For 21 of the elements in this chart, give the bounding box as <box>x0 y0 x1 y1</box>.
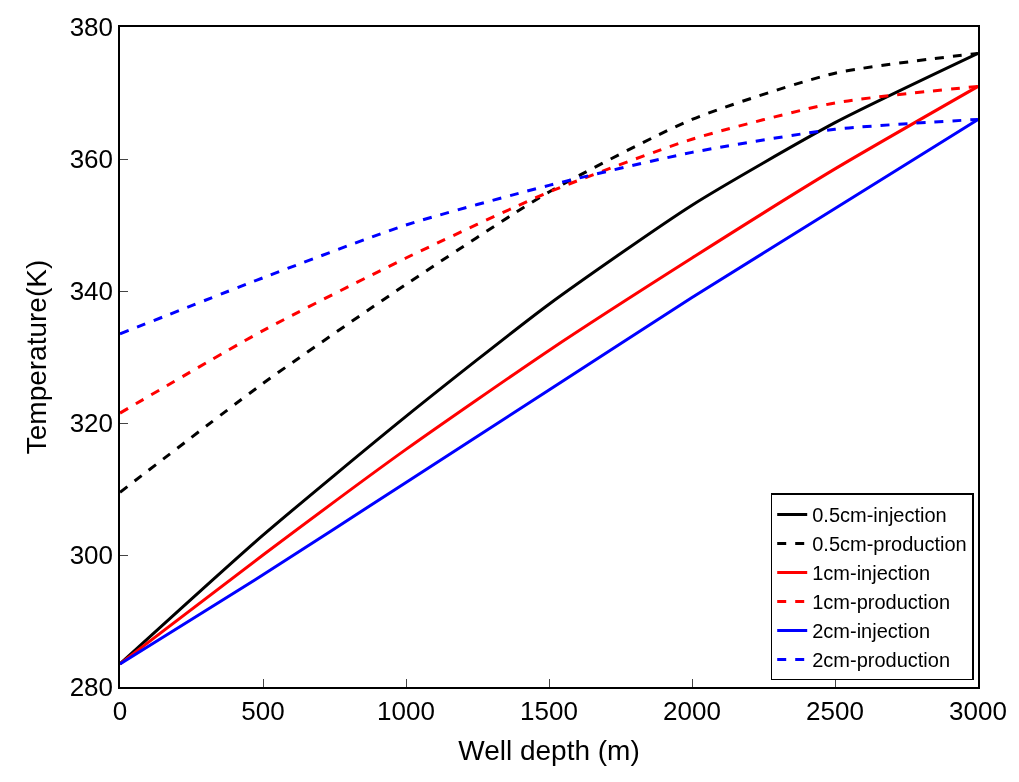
y-tick-label: 340 <box>69 276 114 307</box>
y-tick-label: 380 <box>69 12 114 43</box>
x-tick-label: 1000 <box>377 695 435 726</box>
x-tick-label: 2000 <box>663 695 721 726</box>
x-tick-label: 1500 <box>520 695 578 726</box>
y-tick-label: 280 <box>69 672 114 703</box>
legend-label: 1cm-production <box>812 591 951 614</box>
x-tick-label: 0 <box>112 695 128 726</box>
legend-label: 0.5cm-production <box>812 533 967 556</box>
legend-label: 0.5cm-injection <box>812 504 947 527</box>
legend-label: 1cm-injection <box>812 562 931 585</box>
y-tick-label: 360 <box>69 144 114 175</box>
x-tick-label: 2500 <box>806 695 864 726</box>
y-tick-label: 300 <box>69 540 114 571</box>
y-tick-label: 320 <box>69 408 114 439</box>
x-axis-title: Well depth (m) <box>458 734 640 766</box>
legend-label: 2cm-injection <box>812 620 931 643</box>
y-axis-title: Temperature(K) <box>20 259 52 455</box>
x-tick-label: 3000 <box>949 695 1007 726</box>
x-tick-label: 500 <box>241 695 285 726</box>
legend-label: 2cm-production <box>812 649 951 672</box>
